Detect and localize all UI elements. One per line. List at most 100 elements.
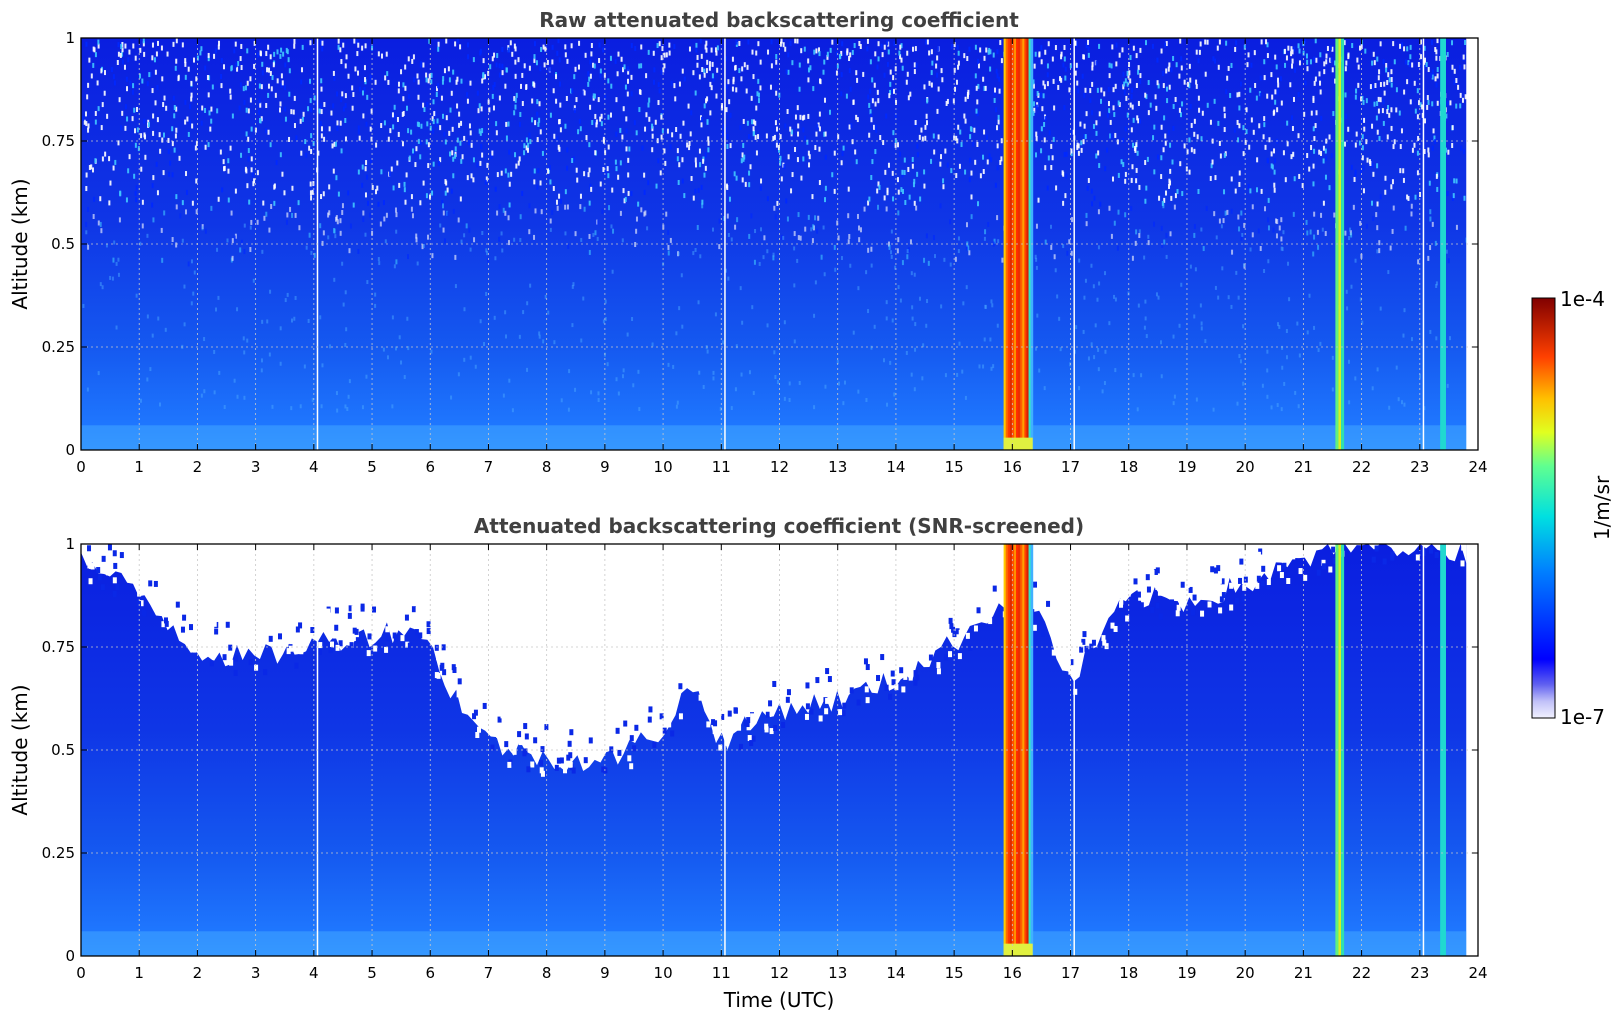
noise-pixel [1115, 61, 1118, 67]
noise-pixel [1266, 349, 1269, 354]
noise-pixel [194, 145, 197, 151]
noise-pixel [1238, 170, 1241, 176]
noise-pixel [1168, 62, 1171, 68]
data-gap-line [1422, 544, 1425, 956]
noise-pixel [1254, 82, 1257, 88]
noise-pixel [1107, 86, 1110, 92]
screen-edge-pixel [87, 545, 92, 552]
noise-pixel [837, 235, 840, 241]
y-tick-label: 0.75 [42, 638, 75, 656]
noise-pixel [807, 58, 810, 64]
noise-pixel [724, 268, 727, 273]
noise-pixel [1345, 60, 1348, 66]
noise-pixel [1103, 381, 1106, 386]
noise-pixel [220, 83, 223, 89]
noise-pixel [1365, 223, 1368, 229]
noise-pixel [407, 56, 410, 62]
screen-edge-pixel [444, 654, 449, 661]
column-stripe [1024, 38, 1027, 450]
noise-pixel [333, 141, 336, 147]
noise-pixel [619, 210, 622, 216]
noise-pixel [888, 93, 891, 99]
noise-pixel [1082, 139, 1085, 145]
noise-pixel [570, 43, 573, 49]
noise-pixel [1325, 53, 1328, 59]
noise-pixel [301, 117, 304, 123]
noise-pixel [402, 82, 405, 88]
noise-pixel [245, 107, 248, 113]
noise-pixel [730, 406, 733, 411]
noise-pixel [744, 181, 747, 187]
noise-pixel [1417, 62, 1420, 68]
noise-pixel [321, 363, 324, 368]
noise-pixel [944, 373, 947, 378]
noise-pixel [299, 118, 302, 124]
noise-pixel [946, 162, 949, 168]
noise-pixel [820, 254, 823, 260]
noise-pixel [702, 158, 705, 164]
noise-pixel [627, 190, 630, 196]
noise-pixel [931, 60, 934, 66]
noise-pixel [664, 160, 667, 166]
noise-pixel [269, 289, 272, 294]
noise-pixel [1144, 92, 1147, 98]
noise-pixel [1409, 99, 1412, 105]
noise-pixel [344, 103, 347, 109]
screen-edge-pixel [1280, 552, 1285, 559]
noise-pixel [1351, 43, 1354, 49]
noise-pixel [1354, 94, 1357, 100]
noise-pixel [899, 54, 902, 60]
x-tick-label: 13 [828, 458, 847, 476]
noise-pixel [1445, 113, 1448, 119]
noise-pixel [380, 53, 383, 59]
noise-pixel [1062, 62, 1065, 68]
screen-edge-pixel [769, 728, 774, 735]
screen-edge-pixel [524, 733, 529, 740]
noise-pixel [580, 338, 583, 343]
screen-edge-pixel [583, 757, 588, 764]
noise-pixel [293, 95, 296, 101]
noise-pixel [564, 44, 567, 50]
noise-pixel [995, 68, 998, 74]
screen-edge-pixel [856, 699, 861, 706]
noise-pixel [94, 52, 97, 58]
screen-edge-pixel [1119, 601, 1124, 608]
noise-pixel [267, 44, 270, 50]
x-tick-label: 1 [134, 458, 144, 476]
x-tick-label: 22 [1352, 964, 1371, 982]
noise-pixel [906, 71, 909, 77]
noise-pixel [1431, 74, 1434, 80]
noise-pixel [392, 185, 395, 191]
screen-edge-pixel [1298, 568, 1303, 575]
noise-pixel [282, 51, 285, 57]
screen-edge-pixel [559, 757, 564, 764]
noise-pixel [1314, 76, 1317, 82]
noise-pixel [204, 107, 207, 113]
noise-pixel [415, 233, 418, 239]
noise-pixel [1217, 295, 1220, 300]
noise-pixel [1218, 140, 1221, 146]
noise-pixel [357, 125, 360, 131]
noise-pixel [341, 91, 344, 97]
noise-pixel [598, 42, 601, 48]
noise-pixel [1091, 61, 1094, 67]
noise-pixel [695, 47, 698, 53]
noise-pixel [92, 214, 95, 220]
screen-edge-pixel [569, 729, 574, 736]
noise-pixel [140, 166, 143, 172]
noise-pixel [120, 44, 123, 50]
noise-pixel [708, 65, 711, 71]
screen-edge-pixel [112, 590, 117, 597]
noise-pixel [487, 257, 490, 263]
noise-pixel [1060, 77, 1063, 83]
noise-pixel [807, 214, 810, 220]
noise-pixel [665, 52, 668, 58]
noise-pixel [1062, 200, 1065, 206]
noise-pixel [724, 127, 727, 133]
noise-pixel [760, 178, 763, 184]
noise-pixel [485, 176, 488, 182]
noise-pixel [857, 286, 860, 291]
noise-pixel [963, 53, 966, 59]
screen-edge-pixel [865, 697, 870, 704]
noise-pixel [645, 73, 648, 79]
